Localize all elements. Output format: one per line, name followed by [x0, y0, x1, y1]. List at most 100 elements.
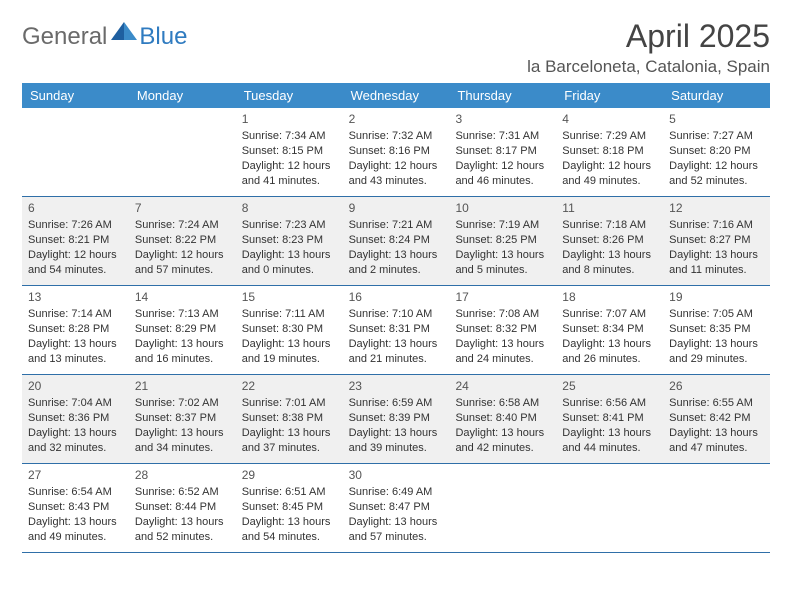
- day-number: 5: [669, 111, 764, 127]
- sunset-text: Sunset: 8:39 PM: [349, 411, 444, 426]
- day-number: 1: [242, 111, 337, 127]
- daylight-text: Daylight: 13 hours and 37 minutes.: [242, 426, 337, 456]
- sunrise-text: Sunrise: 6:55 AM: [669, 396, 764, 411]
- day-cell: [22, 108, 129, 196]
- daylight-text: Daylight: 13 hours and 39 minutes.: [349, 426, 444, 456]
- day-cell: [129, 108, 236, 196]
- sunrise-text: Sunrise: 7:27 AM: [669, 129, 764, 144]
- day-number: 23: [349, 378, 444, 394]
- logo-text-general: General: [22, 23, 107, 51]
- sunset-text: Sunset: 8:28 PM: [28, 322, 123, 337]
- sunrise-text: Sunrise: 7:01 AM: [242, 396, 337, 411]
- weekday-header: Thursday: [449, 83, 556, 108]
- weekday-header-row: SundayMondayTuesdayWednesdayThursdayFrid…: [22, 83, 770, 108]
- day-cell: 17Sunrise: 7:08 AMSunset: 8:32 PMDayligh…: [449, 286, 556, 374]
- week-row: 1Sunrise: 7:34 AMSunset: 8:15 PMDaylight…: [22, 108, 770, 197]
- day-cell: 27Sunrise: 6:54 AMSunset: 8:43 PMDayligh…: [22, 464, 129, 552]
- sunset-text: Sunset: 8:29 PM: [135, 322, 230, 337]
- week-row: 6Sunrise: 7:26 AMSunset: 8:21 PMDaylight…: [22, 197, 770, 286]
- sunset-text: Sunset: 8:24 PM: [349, 233, 444, 248]
- day-cell: 8Sunrise: 7:23 AMSunset: 8:23 PMDaylight…: [236, 197, 343, 285]
- location-subtitle: la Barceloneta, Catalonia, Spain: [527, 57, 770, 77]
- daylight-text: Daylight: 13 hours and 44 minutes.: [562, 426, 657, 456]
- sunset-text: Sunset: 8:37 PM: [135, 411, 230, 426]
- sunrise-text: Sunrise: 7:05 AM: [669, 307, 764, 322]
- day-number: 4: [562, 111, 657, 127]
- day-cell: 7Sunrise: 7:24 AMSunset: 8:22 PMDaylight…: [129, 197, 236, 285]
- daylight-text: Daylight: 13 hours and 19 minutes.: [242, 337, 337, 367]
- day-number: 9: [349, 200, 444, 216]
- sunset-text: Sunset: 8:20 PM: [669, 144, 764, 159]
- sunrise-text: Sunrise: 7:32 AM: [349, 129, 444, 144]
- day-cell: 6Sunrise: 7:26 AMSunset: 8:21 PMDaylight…: [22, 197, 129, 285]
- day-number: 12: [669, 200, 764, 216]
- sunrise-text: Sunrise: 7:13 AM: [135, 307, 230, 322]
- day-cell: 21Sunrise: 7:02 AMSunset: 8:37 PMDayligh…: [129, 375, 236, 463]
- daylight-text: Daylight: 13 hours and 54 minutes.: [242, 515, 337, 545]
- day-cell: 29Sunrise: 6:51 AMSunset: 8:45 PMDayligh…: [236, 464, 343, 552]
- sunset-text: Sunset: 8:16 PM: [349, 144, 444, 159]
- sunrise-text: Sunrise: 7:14 AM: [28, 307, 123, 322]
- day-number: 24: [455, 378, 550, 394]
- sunset-text: Sunset: 8:43 PM: [28, 500, 123, 515]
- sunrise-text: Sunrise: 6:56 AM: [562, 396, 657, 411]
- sunrise-text: Sunrise: 7:07 AM: [562, 307, 657, 322]
- day-cell: 22Sunrise: 7:01 AMSunset: 8:38 PMDayligh…: [236, 375, 343, 463]
- sunset-text: Sunset: 8:26 PM: [562, 233, 657, 248]
- page-header: General Blue April 2025 la Barceloneta, …: [22, 18, 770, 77]
- daylight-text: Daylight: 13 hours and 29 minutes.: [669, 337, 764, 367]
- weekday-header: Saturday: [663, 83, 770, 108]
- sunrise-text: Sunrise: 7:16 AM: [669, 218, 764, 233]
- daylight-text: Daylight: 13 hours and 49 minutes.: [28, 515, 123, 545]
- daylight-text: Daylight: 13 hours and 47 minutes.: [669, 426, 764, 456]
- day-number: 15: [242, 289, 337, 305]
- day-number: 6: [28, 200, 123, 216]
- day-number: 22: [242, 378, 337, 394]
- sunrise-text: Sunrise: 6:58 AM: [455, 396, 550, 411]
- day-cell: 13Sunrise: 7:14 AMSunset: 8:28 PMDayligh…: [22, 286, 129, 374]
- day-cell: 9Sunrise: 7:21 AMSunset: 8:24 PMDaylight…: [343, 197, 450, 285]
- weekday-header: Wednesday: [343, 83, 450, 108]
- day-cell: 12Sunrise: 7:16 AMSunset: 8:27 PMDayligh…: [663, 197, 770, 285]
- daylight-text: Daylight: 12 hours and 43 minutes.: [349, 159, 444, 189]
- day-cell: 5Sunrise: 7:27 AMSunset: 8:20 PMDaylight…: [663, 108, 770, 196]
- sunset-text: Sunset: 8:34 PM: [562, 322, 657, 337]
- logo-triangle-icon: [111, 22, 137, 45]
- day-number: 28: [135, 467, 230, 483]
- daylight-text: Daylight: 13 hours and 16 minutes.: [135, 337, 230, 367]
- sunset-text: Sunset: 8:27 PM: [669, 233, 764, 248]
- sunrise-text: Sunrise: 7:04 AM: [28, 396, 123, 411]
- day-number: 7: [135, 200, 230, 216]
- sunrise-text: Sunrise: 7:19 AM: [455, 218, 550, 233]
- daylight-text: Daylight: 12 hours and 49 minutes.: [562, 159, 657, 189]
- day-number: 18: [562, 289, 657, 305]
- sunset-text: Sunset: 8:15 PM: [242, 144, 337, 159]
- month-title: April 2025: [527, 18, 770, 55]
- day-number: 8: [242, 200, 337, 216]
- day-cell: 1Sunrise: 7:34 AMSunset: 8:15 PMDaylight…: [236, 108, 343, 196]
- week-row: 13Sunrise: 7:14 AMSunset: 8:28 PMDayligh…: [22, 286, 770, 375]
- day-cell: 16Sunrise: 7:10 AMSunset: 8:31 PMDayligh…: [343, 286, 450, 374]
- day-cell: 10Sunrise: 7:19 AMSunset: 8:25 PMDayligh…: [449, 197, 556, 285]
- daylight-text: Daylight: 13 hours and 26 minutes.: [562, 337, 657, 367]
- sunset-text: Sunset: 8:40 PM: [455, 411, 550, 426]
- day-number: 3: [455, 111, 550, 127]
- day-cell: 25Sunrise: 6:56 AMSunset: 8:41 PMDayligh…: [556, 375, 663, 463]
- daylight-text: Daylight: 13 hours and 21 minutes.: [349, 337, 444, 367]
- day-cell: [556, 464, 663, 552]
- sunrise-text: Sunrise: 7:21 AM: [349, 218, 444, 233]
- day-cell: 23Sunrise: 6:59 AMSunset: 8:39 PMDayligh…: [343, 375, 450, 463]
- sunset-text: Sunset: 8:21 PM: [28, 233, 123, 248]
- day-cell: 11Sunrise: 7:18 AMSunset: 8:26 PMDayligh…: [556, 197, 663, 285]
- daylight-text: Daylight: 13 hours and 8 minutes.: [562, 248, 657, 278]
- sunset-text: Sunset: 8:30 PM: [242, 322, 337, 337]
- sunrise-text: Sunrise: 7:08 AM: [455, 307, 550, 322]
- sunset-text: Sunset: 8:36 PM: [28, 411, 123, 426]
- sunset-text: Sunset: 8:31 PM: [349, 322, 444, 337]
- day-cell: 14Sunrise: 7:13 AMSunset: 8:29 PMDayligh…: [129, 286, 236, 374]
- sunrise-text: Sunrise: 7:02 AM: [135, 396, 230, 411]
- day-cell: 4Sunrise: 7:29 AMSunset: 8:18 PMDaylight…: [556, 108, 663, 196]
- day-number: 21: [135, 378, 230, 394]
- sunset-text: Sunset: 8:35 PM: [669, 322, 764, 337]
- sunset-text: Sunset: 8:22 PM: [135, 233, 230, 248]
